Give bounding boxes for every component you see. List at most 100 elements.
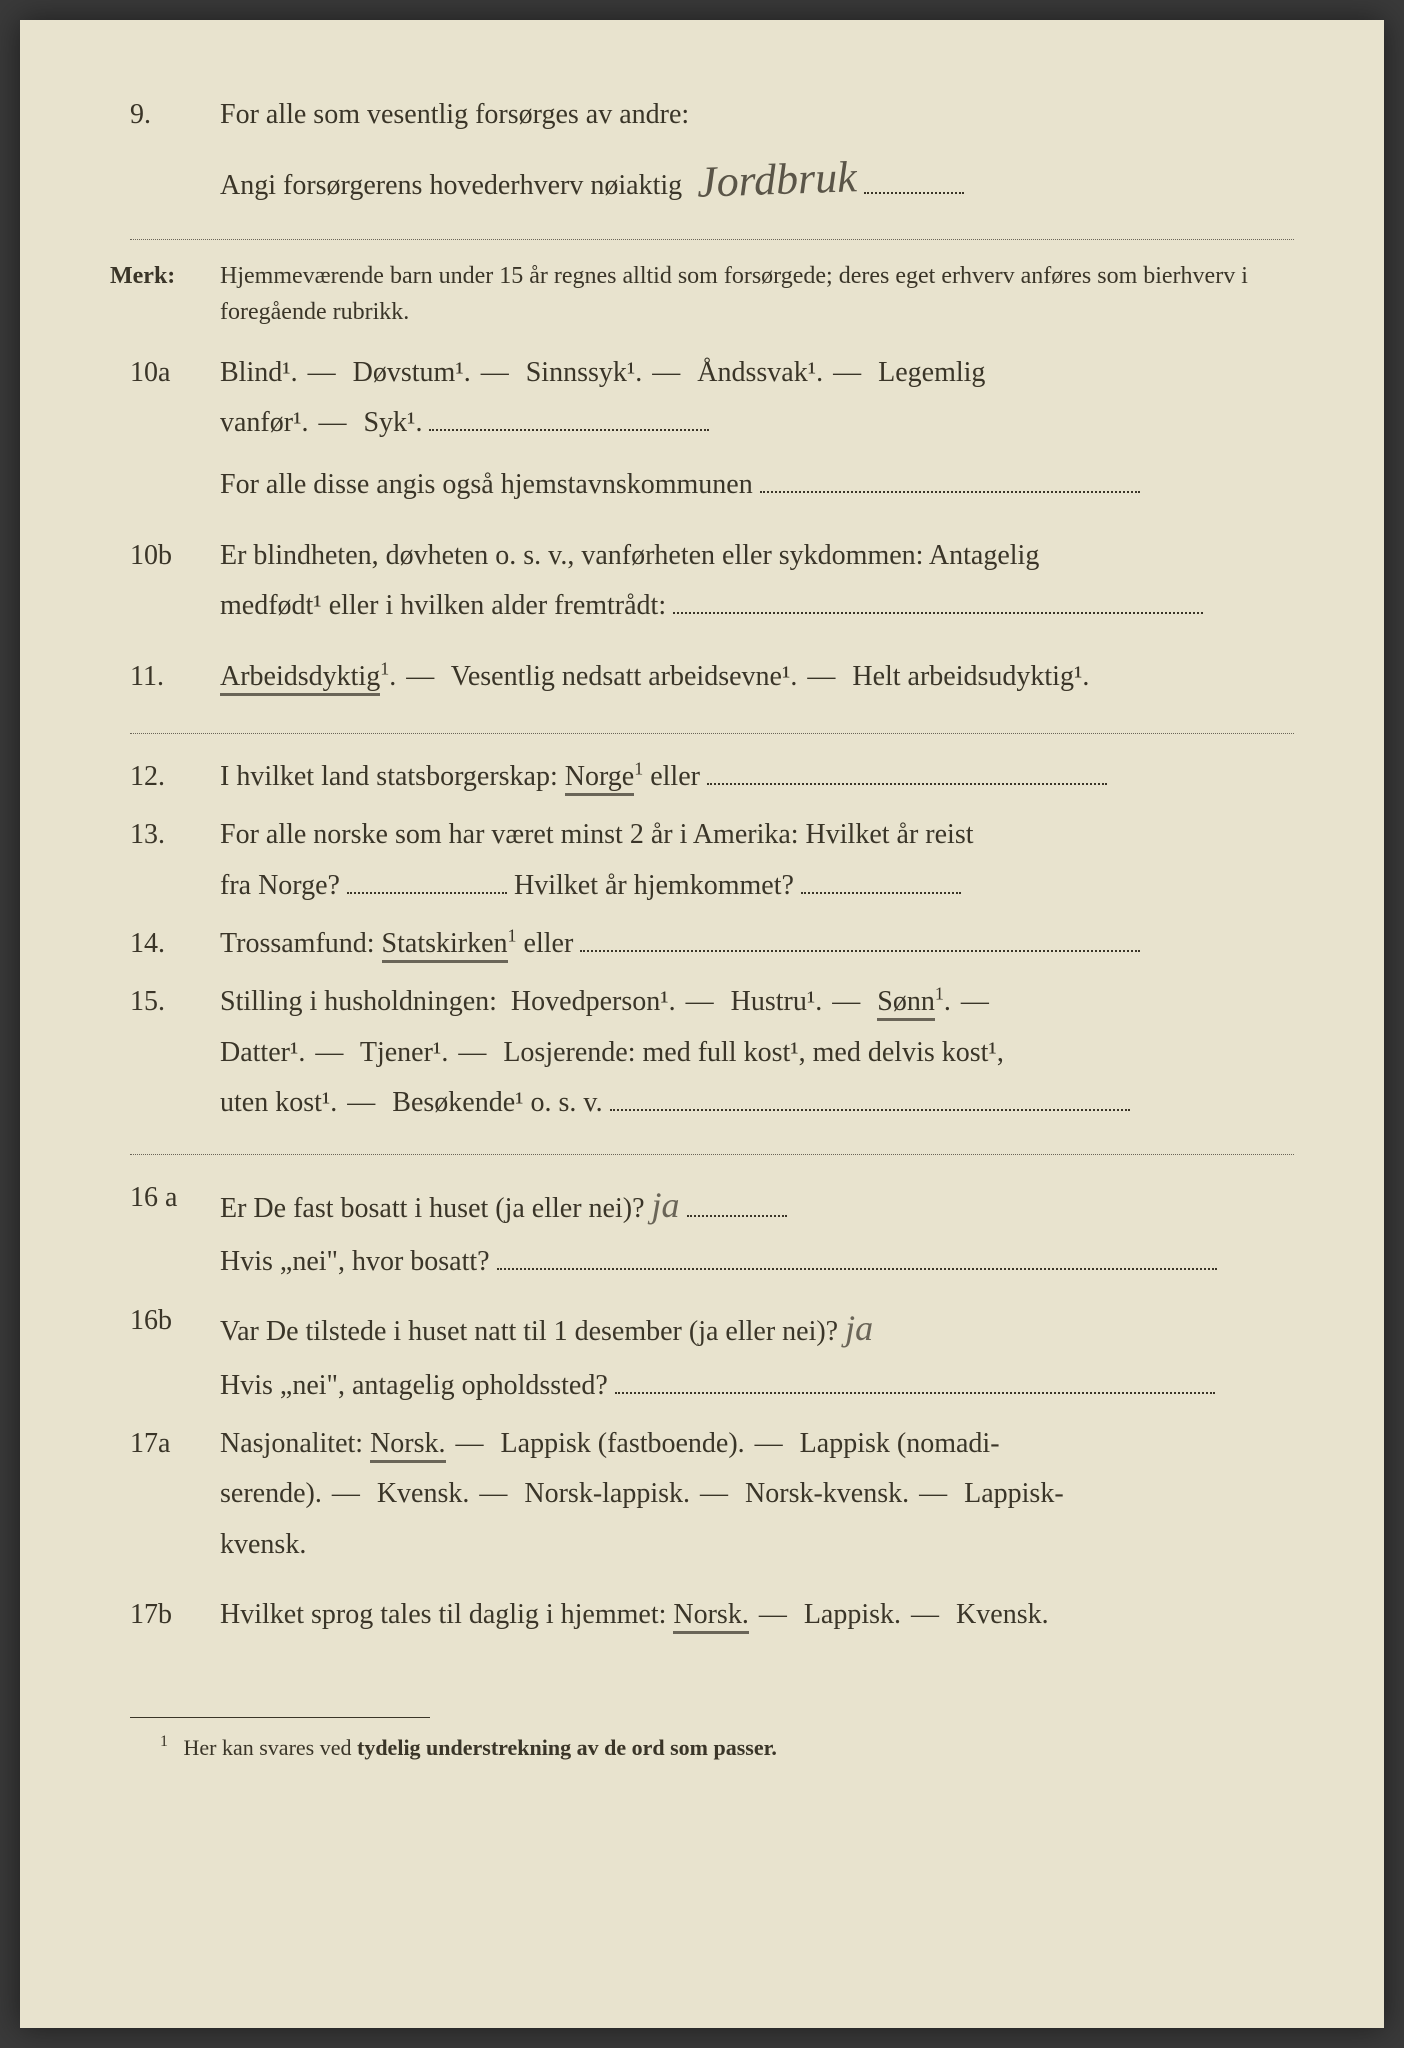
q10b-line1: Er blindheten, døvheten o. s. v., vanfør…: [220, 531, 1294, 581]
q15-losjerende: Losjerende: med full kost¹, med delvis k…: [503, 1037, 1004, 1068]
qnum-16b: 16b: [130, 1296, 220, 1411]
qbody-11: Arbeidsdyktig1.— Vesentlig nedsatt arbei…: [220, 652, 1294, 702]
q16a-fill2: [497, 1268, 1217, 1270]
footnote-marker: 1: [160, 1733, 168, 1750]
qnum-11: 11.: [130, 652, 220, 702]
q14-text: Trossamfund:: [220, 928, 375, 959]
q16b-fill: [615, 1392, 1215, 1394]
qnum-15: 15.: [130, 977, 220, 1128]
q16a-line2: Hvis „nei", hvor bosatt?: [220, 1246, 490, 1277]
q17b-lappisk: Lappisk.: [804, 1599, 901, 1630]
qbody-16b: Var De tilstede i huset natt til 1 desem…: [220, 1296, 1294, 1411]
q13-hjem: Hvilket år hjemkommet?: [514, 870, 794, 901]
q10b-fill: [673, 612, 1203, 614]
question-10a: 10a Blind¹.— Døvstum¹.— Sinnssyk¹.— Ånds…: [130, 348, 1294, 511]
q17b-kvensk: Kvensk.: [956, 1599, 1049, 1630]
qbody-9: For alle som vesentlig forsørges av andr…: [220, 90, 1294, 220]
divider-after-15: [130, 1153, 1294, 1155]
qbody-13: For alle norske som har været minst 2 år…: [220, 810, 1294, 911]
form-page: 9. For alle som vesentlig forsørges av a…: [20, 20, 1384, 2028]
q10a-opt-legemlig: Legemlig: [878, 357, 985, 388]
qnum-10b: 10b: [130, 531, 220, 632]
qnum-14: 14.: [130, 919, 220, 969]
q17a-lapp-fast: Lappisk (fastboende).: [501, 1428, 745, 1459]
q10b-line2-wrap: medfødt¹ eller i hvilken alder fremtrådt…: [220, 581, 1294, 631]
merk-block: Merk: Hjemmeværende barn under 15 år reg…: [130, 258, 1294, 330]
q15-hustru: Hustru¹.: [731, 986, 823, 1017]
q17a-serende: serende).: [220, 1478, 322, 1509]
q15-line2: Datter¹.— Tjener¹.— Losjerende: med full…: [220, 1028, 1294, 1078]
q13-fra: fra Norge?: [220, 870, 340, 901]
question-17a: 17a Nasjonalitet: Norsk.— Lappisk (fastb…: [130, 1419, 1294, 1570]
q10a-fill2: [760, 491, 1140, 493]
q14-fill: [580, 950, 1140, 952]
qbody-14: Trossamfund: Statskirken1 eller: [220, 919, 1294, 969]
q17b-text: Hvilket sprog tales til daglig i hjemmet…: [220, 1599, 666, 1630]
question-13: 13. For alle norske som har været minst …: [130, 810, 1294, 911]
q13-line2: fra Norge? Hvilket år hjemkommet?: [220, 861, 1294, 911]
q12-text: I hvilket land statsborgerskap:: [220, 761, 558, 792]
q11-opt1: Arbeidsdyktig: [220, 661, 380, 696]
qbody-10b: Er blindheten, døvheten o. s. v., vanfør…: [220, 531, 1294, 632]
q12-fill: [707, 783, 1107, 785]
q10a-opt-sinnssyk: Sinnssyk¹.: [526, 357, 643, 388]
footnote-rule: [130, 1717, 430, 1718]
q10a-vanfor: vanfør¹.: [220, 407, 308, 438]
q10b-line2: medfødt¹ eller i hvilken alder fremtrådt…: [220, 590, 666, 621]
qbody-10a: Blind¹.— Døvstum¹.— Sinnssyk¹.— Åndssvak…: [220, 348, 1294, 511]
q15-datter: Datter¹.: [220, 1037, 305, 1068]
qnum-12: 12.: [130, 752, 220, 802]
q16a-line2-wrap: Hvis „nei", hvor bosatt?: [220, 1237, 1294, 1287]
qnum-17a: 17a: [130, 1419, 220, 1570]
q17a-selected: Norsk.: [370, 1428, 445, 1463]
q17a-norsklapp: Norsk-lappisk.: [524, 1478, 690, 1509]
q13-fill1: [347, 892, 507, 894]
q17a-line3: kvensk.: [220, 1520, 1294, 1570]
q16b-line1-wrap: Var De tilstede i huset natt til 1 desem…: [220, 1296, 1294, 1361]
qbody-17a: Nasjonalitet: Norsk.— Lappisk (fastboend…: [220, 1419, 1294, 1570]
q17a-line2: serende).— Kvensk.— Norsk-lappisk.— Nors…: [220, 1469, 1294, 1519]
q16a-answer: ja: [652, 1173, 680, 1238]
q15-selected: Sønn: [877, 986, 935, 1021]
q16b-answer: ja: [845, 1296, 873, 1361]
q17a-kvensk: Kvensk.: [377, 1478, 470, 1509]
qnum-10a: 10a: [130, 348, 220, 511]
q9-line2-wrap: Angi forsørgerens hovederhverv nøiaktig …: [220, 140, 1294, 219]
q16a-fill1: [687, 1215, 787, 1217]
divider-after-9: [130, 238, 1294, 240]
q16b-line2-wrap: Hvis „nei", antagelig opholdssted?: [220, 1361, 1294, 1411]
question-17b: 17b Hvilket sprog tales til daglig i hje…: [130, 1590, 1294, 1640]
q10a-line2: vanfør¹.— Syk¹.: [220, 398, 1294, 448]
q15-utenkost: uten kost¹.: [220, 1087, 337, 1118]
q16a-line1-wrap: Er De fast bosatt i huset (ja eller nei)…: [220, 1173, 1294, 1238]
q10a-opt-dovstum: Døvstum¹.: [353, 357, 471, 388]
qbody-17b: Hvilket sprog tales til daglig i hjemmet…: [220, 1590, 1294, 1640]
q15-besokende: Besøkende¹ o. s. v.: [392, 1087, 602, 1118]
footnote-bold: tydelig understrekning av de ord som pas…: [357, 1735, 777, 1760]
qbody-15: Stilling i husholdningen: Hovedperson¹.—…: [220, 977, 1294, 1128]
question-15: 15. Stilling i husholdningen: Hovedperso…: [130, 977, 1294, 1128]
q17a-lapp-nom: Lappisk (nomadi-: [800, 1428, 1000, 1459]
q15-fill: [610, 1109, 1130, 1111]
q11-opt2: Vesentlig nedsatt arbeidsevne¹.: [451, 661, 798, 692]
qnum-17b: 17b: [130, 1590, 220, 1640]
merk-text: Hjemmeværende barn under 15 år regnes al…: [220, 258, 1294, 330]
q15-line1: Stilling i husholdningen: Hovedperson¹.—…: [220, 977, 1294, 1027]
q9-answer: Jordbruk: [696, 138, 858, 223]
qnum-9: 9.: [130, 90, 220, 220]
qbody-12: I hvilket land statsborgerskap: Norge1 e…: [220, 752, 1294, 802]
q9-fill: [864, 192, 964, 194]
question-16b: 16b Var De tilstede i huset natt til 1 d…: [130, 1296, 1294, 1411]
q11-opt3: Helt arbeidsudyktig¹.: [852, 661, 1089, 692]
q17a-lappisk2: Lappisk-: [964, 1478, 1064, 1509]
q10a-opt-blind: Blind¹.: [220, 357, 298, 388]
q13-line1: For alle norske som har været minst 2 år…: [220, 810, 1294, 860]
q13-fill2: [801, 892, 961, 894]
q17b-selected: Norsk.: [673, 1599, 748, 1634]
q10a-opt-andssvak: Åndssvak¹.: [697, 357, 823, 388]
q10a-line3: For alle disse angis også hjemstavnskomm…: [220, 469, 753, 500]
q12-suffix: eller: [650, 761, 700, 792]
q15-hovedperson: Hovedperson¹.: [511, 986, 676, 1017]
question-10b: 10b Er blindheten, døvheten o. s. v., va…: [130, 531, 1294, 632]
q17a-norskkvensk: Norsk-kvensk.: [745, 1478, 909, 1509]
